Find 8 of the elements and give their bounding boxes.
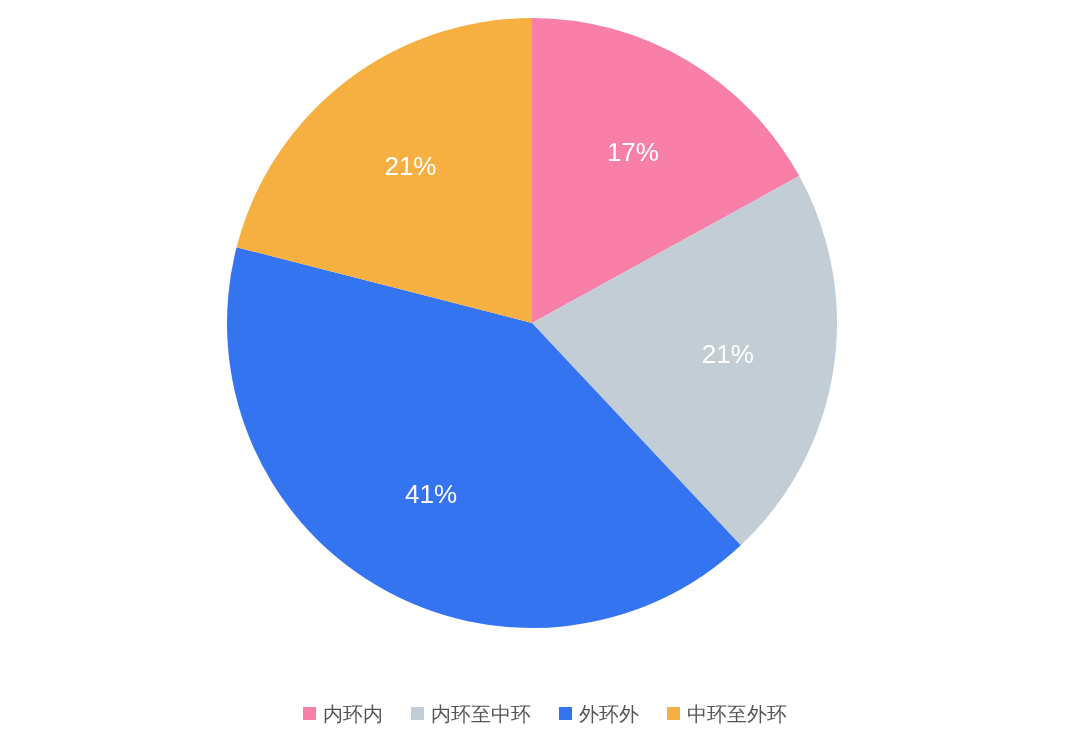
data-label: 17% [606, 137, 659, 168]
data-label: 21% [701, 339, 754, 370]
legend-label: 外环外 [579, 703, 639, 725]
legend-label: 内环至中环 [431, 703, 531, 725]
data-label: 41% [405, 478, 458, 509]
legend-label: 内环内 [323, 703, 383, 725]
data-label: 21% [384, 151, 437, 182]
legend-label: 中环至外环 [687, 703, 787, 725]
